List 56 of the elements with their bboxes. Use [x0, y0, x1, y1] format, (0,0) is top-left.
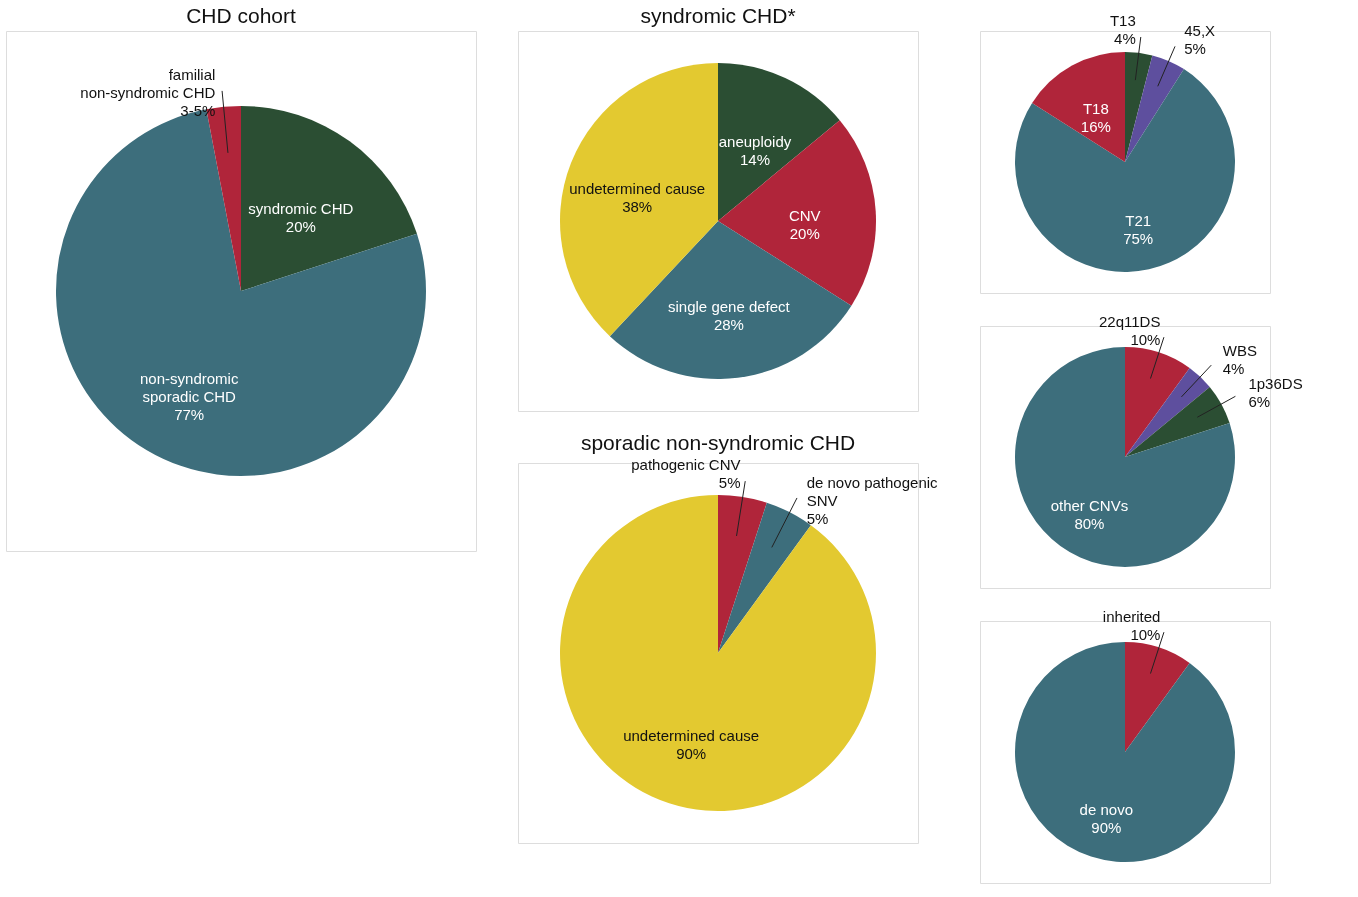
slice-label: undetermined cause: [623, 726, 760, 744]
pie-slice: [718, 495, 767, 653]
pie-slice: [1015, 69, 1235, 272]
data-label: 4%: [1222, 360, 1245, 378]
data-label: 5%: [1184, 40, 1206, 58]
pie-slice: [1125, 368, 1210, 457]
data-label: 77%: [174, 405, 205, 423]
data-label: 20%: [789, 224, 820, 242]
pie-slice: [1125, 642, 1190, 752]
data-label: 4%: [1114, 30, 1136, 48]
data-label: 5%: [806, 509, 829, 527]
slice-label: de novo: [1079, 800, 1133, 818]
slice-label: 1p36DS: [1248, 375, 1303, 393]
pie-slice: [241, 106, 417, 291]
chart-title: syndromic CHD*: [640, 4, 796, 27]
data-label: 16%: [1080, 117, 1111, 135]
slice-label: de novo pathogenic SNV: [806, 473, 939, 509]
pie-slice: [1125, 386, 1230, 457]
pie-slice: [1032, 52, 1125, 162]
data-label: 28%: [713, 316, 744, 334]
data-label: 90%: [676, 744, 707, 762]
pie-slice: [1015, 642, 1235, 862]
slice-label: undetermined cause: [569, 180, 706, 198]
pie-slice: [560, 495, 876, 811]
slice-label: other CNVs: [1050, 496, 1129, 514]
data-label: 80%: [1074, 514, 1105, 532]
slice-label: inherited: [1102, 607, 1161, 625]
pie-slice: [1125, 52, 1153, 162]
slice-label: familial non-syndromic CHD: [80, 65, 216, 101]
slice-label: 22q11DS: [1098, 312, 1161, 330]
slice-label: non-syndromic sporadic CHD: [140, 369, 239, 405]
pie-slice: [609, 221, 852, 379]
chart-title: CHD cohort: [186, 4, 297, 27]
pie-slice: [718, 63, 840, 221]
slice-label: aneuploidy: [718, 133, 792, 151]
slice-label: T21: [1125, 212, 1152, 230]
data-label: 14%: [739, 151, 771, 169]
data-label: 6%: [1248, 393, 1271, 411]
data-label: 75%: [1123, 230, 1154, 248]
pie-slice: [1125, 55, 1184, 162]
data-label: 90%: [1091, 818, 1122, 836]
data-label: 20%: [285, 217, 316, 235]
data-label: 5%: [718, 474, 741, 492]
slice-label: 45,X: [1184, 22, 1216, 40]
slice-label: T18: [1082, 99, 1109, 117]
slice-label: T13: [1109, 12, 1136, 30]
data-label: 10%: [1130, 330, 1161, 348]
data-label: 10%: [1130, 625, 1161, 643]
slice-label: single gene defect: [668, 298, 791, 316]
slice-label: syndromic CHD: [248, 199, 354, 217]
slice-label: CNV: [788, 206, 821, 224]
chart-title: sporadic non-syndromic CHD: [580, 431, 856, 455]
pie-slice: [1125, 347, 1190, 457]
slice-label: WBS: [1222, 342, 1257, 360]
data-label: 38%: [622, 198, 653, 216]
slice-label: pathogenic CNV: [631, 456, 741, 474]
